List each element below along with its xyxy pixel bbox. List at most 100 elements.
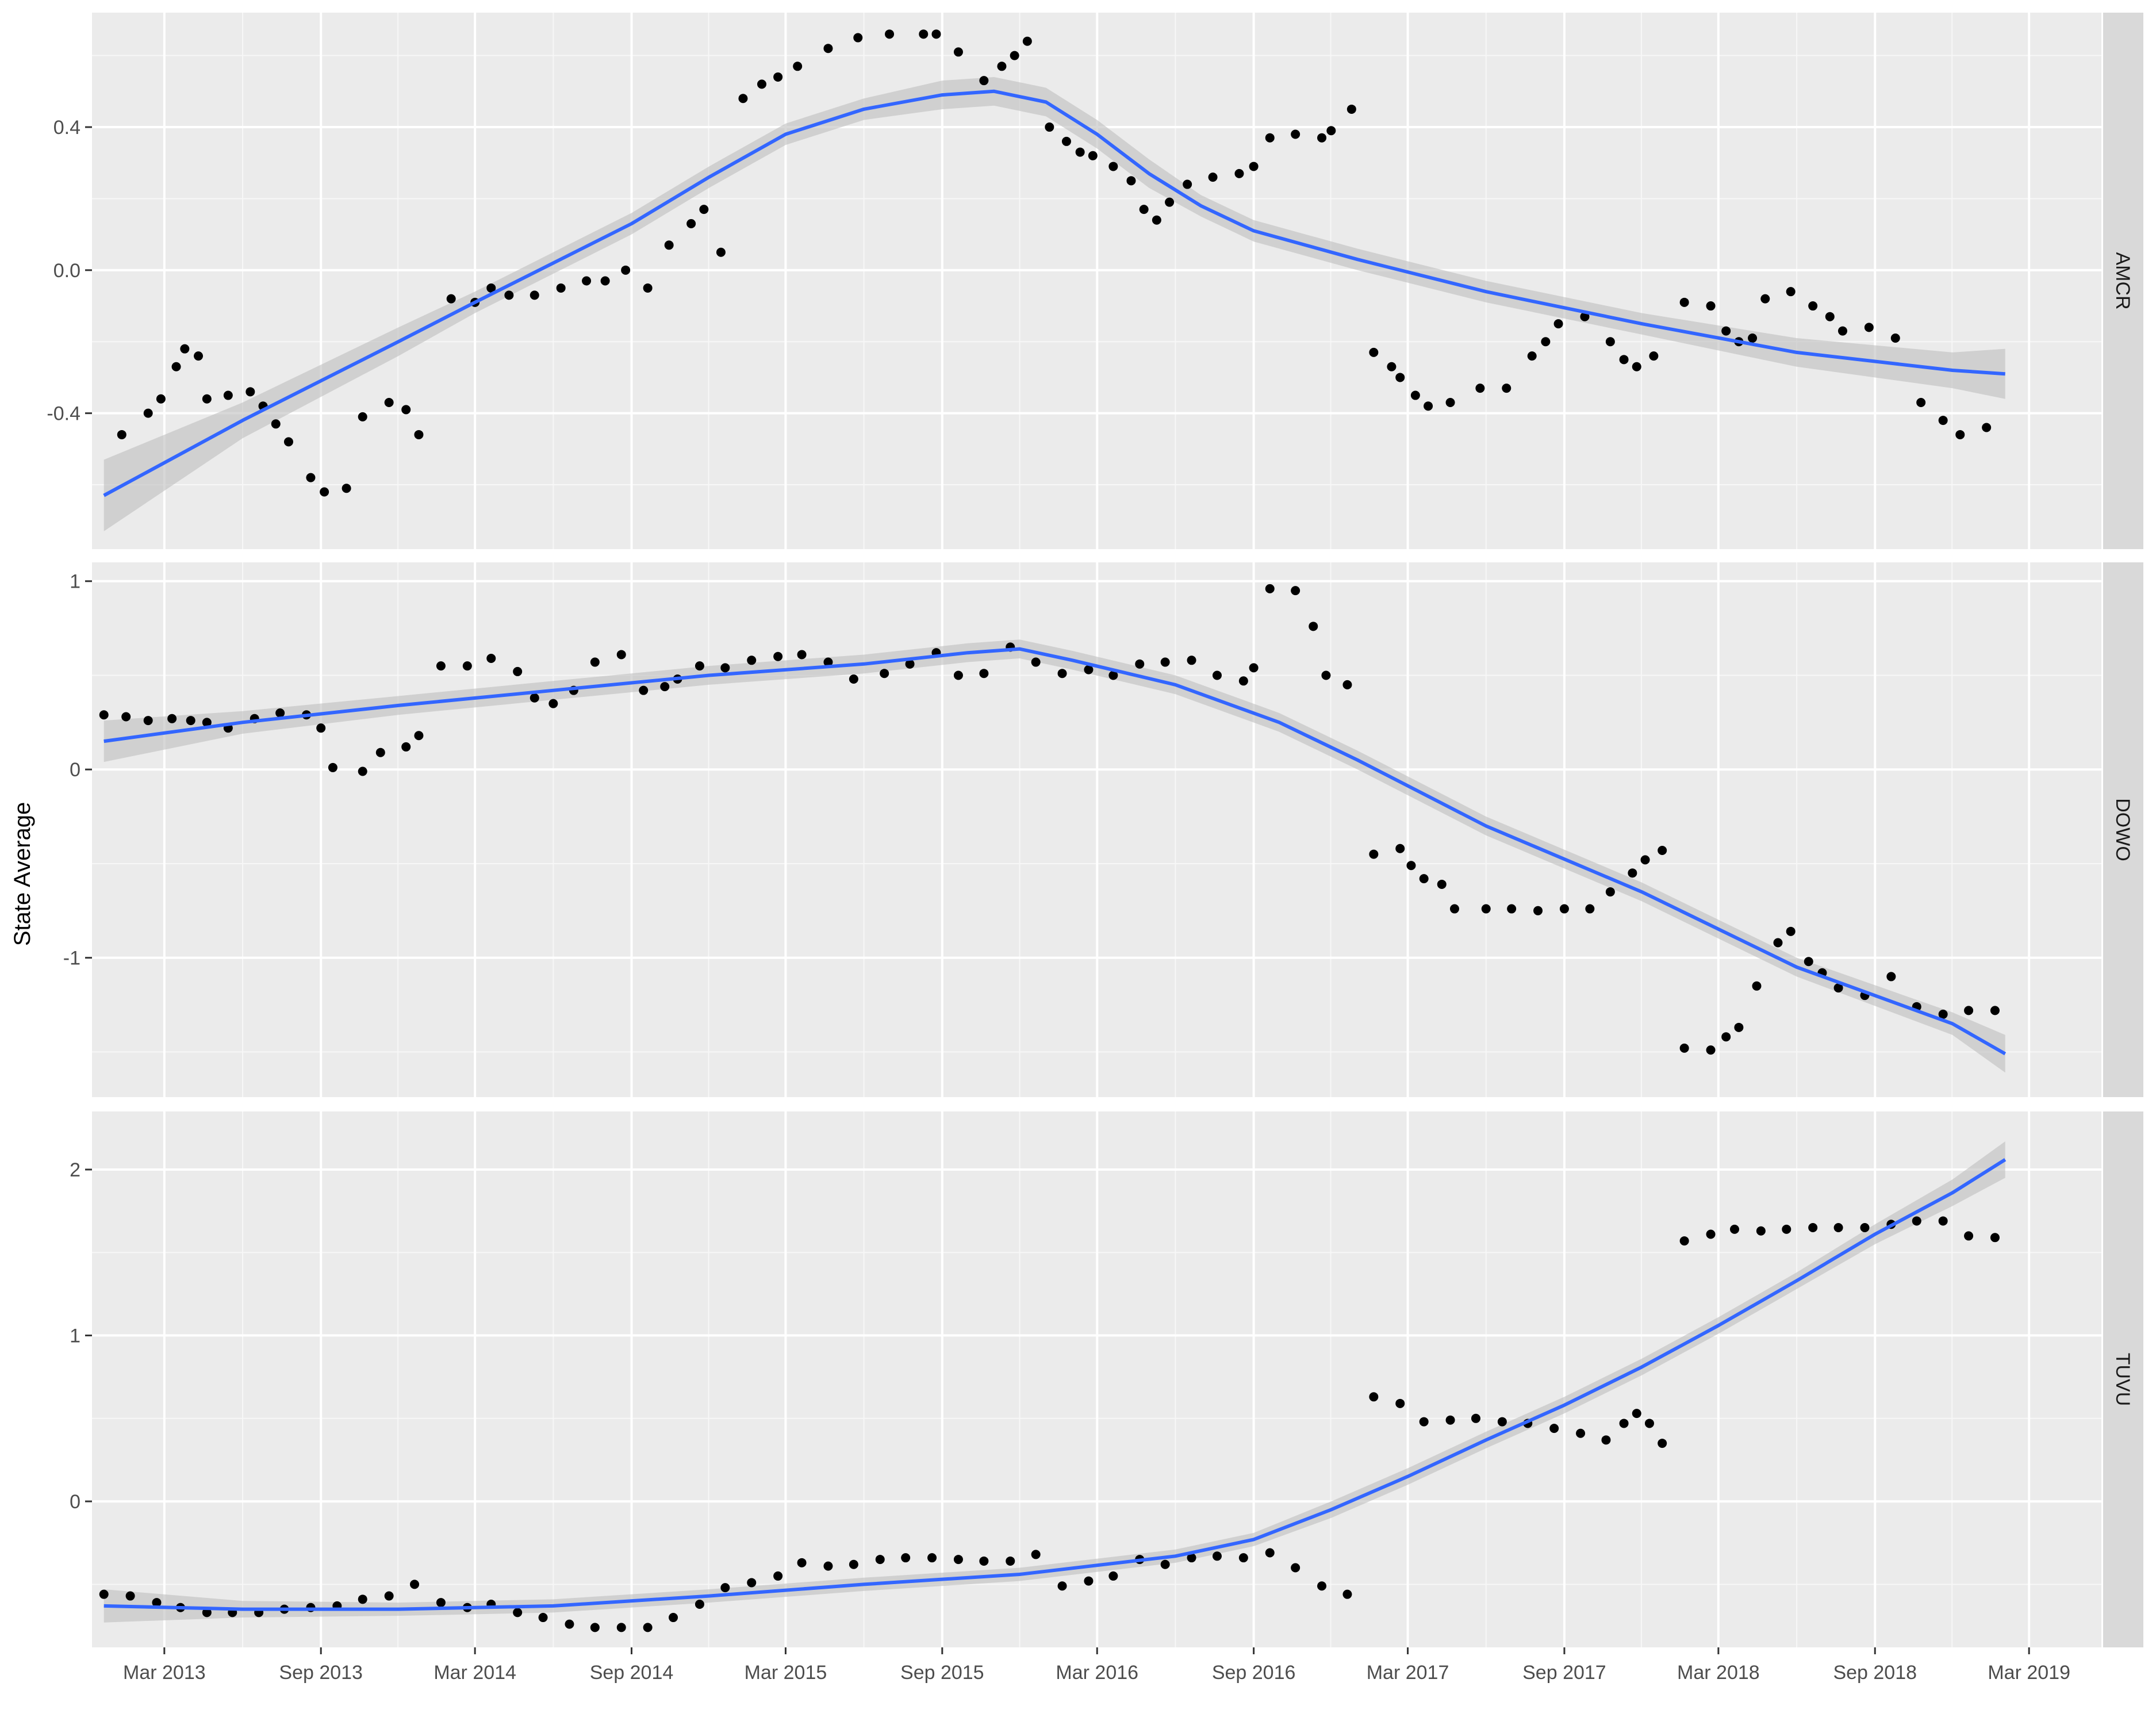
- data-point: [1706, 1229, 1716, 1239]
- facet-strip-label: AMCR: [2112, 252, 2134, 309]
- data-point: [823, 657, 833, 667]
- data-point: [156, 394, 166, 404]
- x-tick-label: Mar 2016: [1056, 1662, 1138, 1684]
- data-point: [1580, 312, 1590, 321]
- data-point: [1585, 904, 1595, 914]
- data-point: [530, 693, 539, 703]
- data-point: [283, 437, 293, 447]
- data-point: [1619, 355, 1629, 365]
- data-point: [1369, 347, 1379, 357]
- data-point: [686, 218, 696, 228]
- data-point: [1632, 1409, 1641, 1419]
- data-point: [823, 1561, 833, 1571]
- data-point: [1756, 1226, 1766, 1236]
- data-point: [180, 344, 190, 354]
- data-point: [1126, 176, 1136, 186]
- facet-panels: 0.4 0.0 -0.4 AMCR 1 0 -1 DOWO 2 1 0 TUVU: [47, 13, 2143, 1647]
- x-tick-label: Sep 2018: [1833, 1662, 1917, 1684]
- y-tick-label: 0: [70, 1491, 80, 1513]
- data-point: [1864, 323, 1874, 332]
- data-point: [747, 656, 757, 665]
- data-point: [1342, 1589, 1352, 1599]
- data-point: [1786, 926, 1796, 936]
- data-point: [1152, 215, 1161, 225]
- data-point: [1342, 680, 1352, 689]
- data-point: [1559, 904, 1569, 914]
- data-point: [669, 1613, 678, 1623]
- data-point: [1437, 879, 1447, 889]
- data-point: [1424, 401, 1433, 411]
- data-point: [1982, 423, 1992, 432]
- data-point: [401, 405, 411, 415]
- data-point: [1527, 351, 1537, 361]
- data-point: [1706, 301, 1716, 311]
- data-point: [1890, 334, 1900, 343]
- data-point: [997, 62, 1007, 71]
- data-point: [1135, 659, 1145, 669]
- data-point: [446, 294, 456, 304]
- smooth-trend-line: [103, 89, 2005, 497]
- data-point: [773, 72, 783, 82]
- data-point: [1990, 1233, 2000, 1243]
- data-point: [590, 657, 600, 667]
- data-point: [1395, 844, 1405, 853]
- data-point: [1619, 1419, 1629, 1428]
- data-point: [1471, 1413, 1480, 1423]
- data-point: [1061, 136, 1071, 146]
- y-tick-label: 1: [70, 571, 80, 593]
- x-axis: Mar 2013 Sep 2013 Mar 2014 Sep 2014 Mar 2015…: [123, 1647, 2070, 1684]
- data-point: [1010, 51, 1019, 60]
- data-point: [1249, 663, 1259, 673]
- data-point: [1964, 1231, 1974, 1241]
- data-point: [1729, 1224, 1739, 1234]
- data-point: [143, 716, 153, 726]
- data-point: [223, 390, 233, 400]
- data-point: [1833, 1222, 1843, 1232]
- data-point: [793, 62, 803, 71]
- data-point: [747, 1578, 757, 1588]
- data-point: [194, 351, 204, 361]
- data-point: [486, 654, 496, 664]
- data-point: [1533, 906, 1543, 915]
- data-point: [1088, 151, 1098, 160]
- data-point: [1183, 179, 1192, 189]
- data-point: [1955, 430, 1965, 439]
- data-point: [1507, 904, 1517, 914]
- data-point: [979, 76, 989, 86]
- data-point: [1649, 351, 1659, 361]
- data-point: [979, 1556, 989, 1566]
- data-point: [1387, 362, 1397, 371]
- data-point: [1679, 1043, 1689, 1053]
- data-point: [143, 408, 153, 418]
- data-point: [1108, 162, 1118, 171]
- data-point: [1679, 297, 1689, 307]
- data-point: [660, 682, 670, 692]
- data-point: [1419, 874, 1429, 884]
- x-tick-label: Mar 2013: [123, 1662, 206, 1684]
- data-point: [1605, 337, 1615, 347]
- data-point: [849, 674, 858, 684]
- data-point: [1395, 373, 1405, 382]
- data-point: [773, 651, 783, 661]
- smooth-trend-line: [103, 647, 2007, 1056]
- data-point: [901, 1553, 911, 1563]
- data-point: [358, 412, 367, 421]
- data-point: [875, 1555, 885, 1565]
- data-point: [202, 1608, 212, 1617]
- data-point: [375, 747, 385, 757]
- data-point: [853, 33, 863, 43]
- data-point: [880, 669, 889, 678]
- data-point: [1605, 887, 1615, 897]
- data-point: [1990, 1006, 2000, 1015]
- data-point: [643, 1623, 653, 1632]
- data-point: [1886, 972, 1896, 982]
- data-point: [328, 762, 337, 772]
- data-point: [1760, 294, 1770, 304]
- data-point: [358, 1594, 367, 1604]
- data-point: [1576, 1428, 1586, 1438]
- data-point: [513, 1608, 523, 1617]
- data-point: [1238, 676, 1248, 686]
- data-point: [1549, 1424, 1559, 1433]
- data-point: [664, 240, 674, 250]
- data-point: [621, 265, 631, 275]
